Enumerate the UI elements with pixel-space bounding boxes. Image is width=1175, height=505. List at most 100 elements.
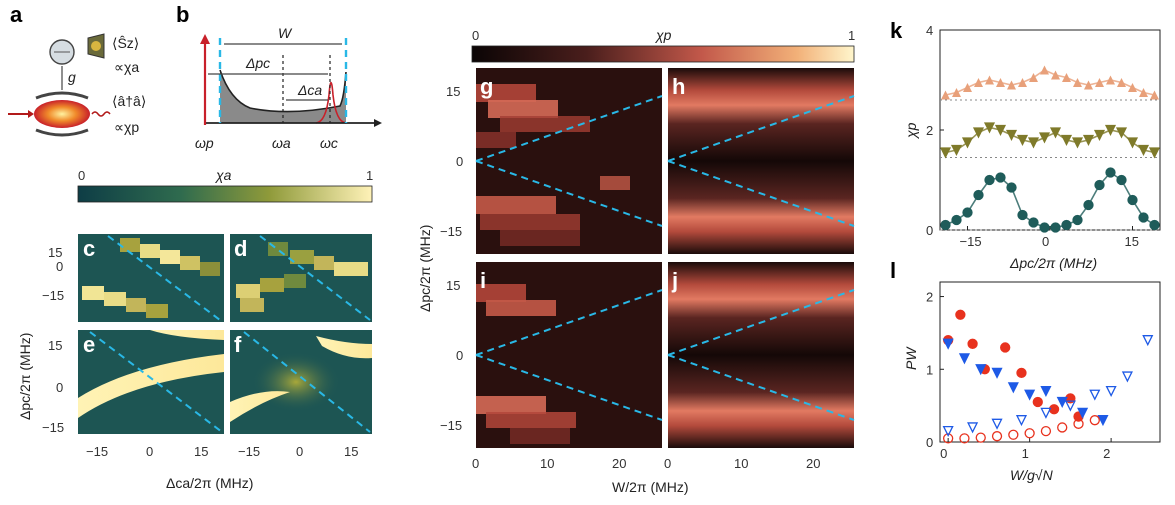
spectrum-b: W Δpc Δca ωp ωa ωc [195, 25, 382, 151]
l-point [975, 432, 986, 443]
k-point [1040, 65, 1049, 75]
k-point [1060, 134, 1073, 146]
photon-prop: ∝χp [114, 119, 139, 135]
colorbar-p-min: 0 [472, 28, 479, 43]
l-point [1064, 400, 1076, 412]
cavity-beam [34, 100, 90, 128]
chart-k: −15 0 15 0 2 4 Δpc/2π (MHz) χp [903, 23, 1161, 271]
colorbar-chi-p: 0 χp 1 [471, 27, 855, 63]
mid-xtick-j-1: 0 [664, 456, 671, 471]
colorbar-p-max: 1 [848, 28, 855, 43]
l-xtick-label: 0 [940, 446, 947, 461]
l-point [991, 431, 1003, 442]
panel-label-f: f [234, 332, 242, 357]
map-i-pixels [476, 284, 576, 444]
map-e-band-upper [150, 330, 224, 340]
k-point [984, 174, 995, 186]
left-ylabel: Δpc/2π (MHz) [17, 333, 33, 420]
k-point [1028, 217, 1039, 228]
left-xtick-e-3: 15 [194, 444, 208, 459]
chart-l: 0 1 2 0 1 2 W/g√N PW [903, 281, 1161, 483]
map-j [668, 262, 854, 448]
l-ytick-label: 2 [926, 290, 933, 305]
panel-label-b: b [176, 2, 189, 27]
k-point [1029, 73, 1038, 82]
output-wave-icon [91, 111, 111, 117]
k-ytick-label: 2 [926, 123, 933, 138]
detector-icon [87, 33, 105, 59]
l-point [1040, 385, 1052, 398]
spectrum-curve [219, 69, 347, 113]
k-point [1139, 88, 1148, 97]
l-point [1024, 389, 1036, 401]
k-point [1106, 75, 1115, 85]
left-xtick-e-1: −15 [86, 444, 108, 459]
k-point [1027, 137, 1040, 149]
l-point [958, 353, 970, 365]
omega-c-label: ωc [320, 135, 338, 151]
left-xtick-f-3: 15 [344, 444, 358, 459]
panel-label-g: g [480, 74, 493, 99]
k-point [941, 90, 950, 100]
cavity-peak [315, 81, 347, 124]
mid-ytick-i-3: −15 [440, 418, 462, 433]
k-point [1061, 219, 1072, 231]
k-point [1051, 70, 1060, 80]
k-point [1082, 134, 1095, 146]
l-ylabel: PW [903, 346, 919, 370]
l-point [967, 422, 979, 434]
left-ytick-e-1: 15 [48, 338, 62, 353]
k-point [1050, 222, 1061, 233]
k-point [985, 75, 994, 85]
map-f-band-lower [230, 391, 290, 422]
map-e-band-lower [78, 354, 224, 418]
k-point [983, 122, 996, 134]
mid-xtick-i-1: 0 [472, 456, 479, 471]
l-point [1142, 335, 1154, 347]
k-point [1105, 167, 1116, 178]
k-xtick-label: 15 [1125, 234, 1139, 249]
k-point [1072, 214, 1083, 226]
k-point [1084, 80, 1093, 90]
cavity-icon [34, 91, 90, 137]
k-point [1007, 80, 1016, 90]
l-point [1089, 389, 1101, 401]
k-point [1127, 194, 1138, 206]
left-ytick-e-2: 0 [56, 380, 63, 395]
mid-ytick-g-1: 15 [446, 84, 460, 99]
l-ytick-label: 0 [926, 435, 933, 450]
k-point [996, 78, 1005, 87]
mid-ytick-i-2: 0 [456, 348, 463, 363]
panel-label-c: c [83, 236, 95, 261]
l-xtick-label: 2 [1103, 446, 1110, 461]
l-point [942, 433, 954, 444]
map-f-band-upper [316, 336, 372, 359]
l-point [1000, 342, 1011, 353]
k-point [1049, 127, 1062, 139]
l-point [1121, 371, 1133, 383]
panel-label-h: h [672, 74, 685, 99]
k-ytick-label: 0 [926, 223, 933, 238]
mid-ytick-g-3: −15 [440, 224, 462, 239]
l-point [975, 364, 987, 376]
mid-ytick-i-1: 15 [446, 278, 460, 293]
k-point [950, 144, 963, 156]
left-xtick-e-2: 0 [146, 444, 153, 459]
mid-xtick-j-3: 20 [806, 456, 820, 471]
l-ytick-label: 1 [926, 362, 933, 377]
k-point [1138, 212, 1149, 223]
middle-map-grid: g h i j 15 0 −15 15 0 −15 0 10 20 0 10 2… [417, 68, 855, 495]
mid-ylabel: Δpc/2π (MHz) [417, 225, 433, 312]
k-point [952, 88, 961, 97]
l-point [1048, 404, 1060, 415]
l-point [1056, 396, 1068, 408]
k-ylabel: χp [903, 122, 919, 140]
width-label: W [278, 25, 293, 41]
k-point [1148, 147, 1161, 159]
omega-a-label: ωa [272, 135, 291, 151]
l-point [1040, 425, 1052, 437]
k-point [1073, 78, 1082, 87]
k-point [1115, 127, 1128, 139]
left-ytick-c-3: −15 [42, 288, 64, 303]
